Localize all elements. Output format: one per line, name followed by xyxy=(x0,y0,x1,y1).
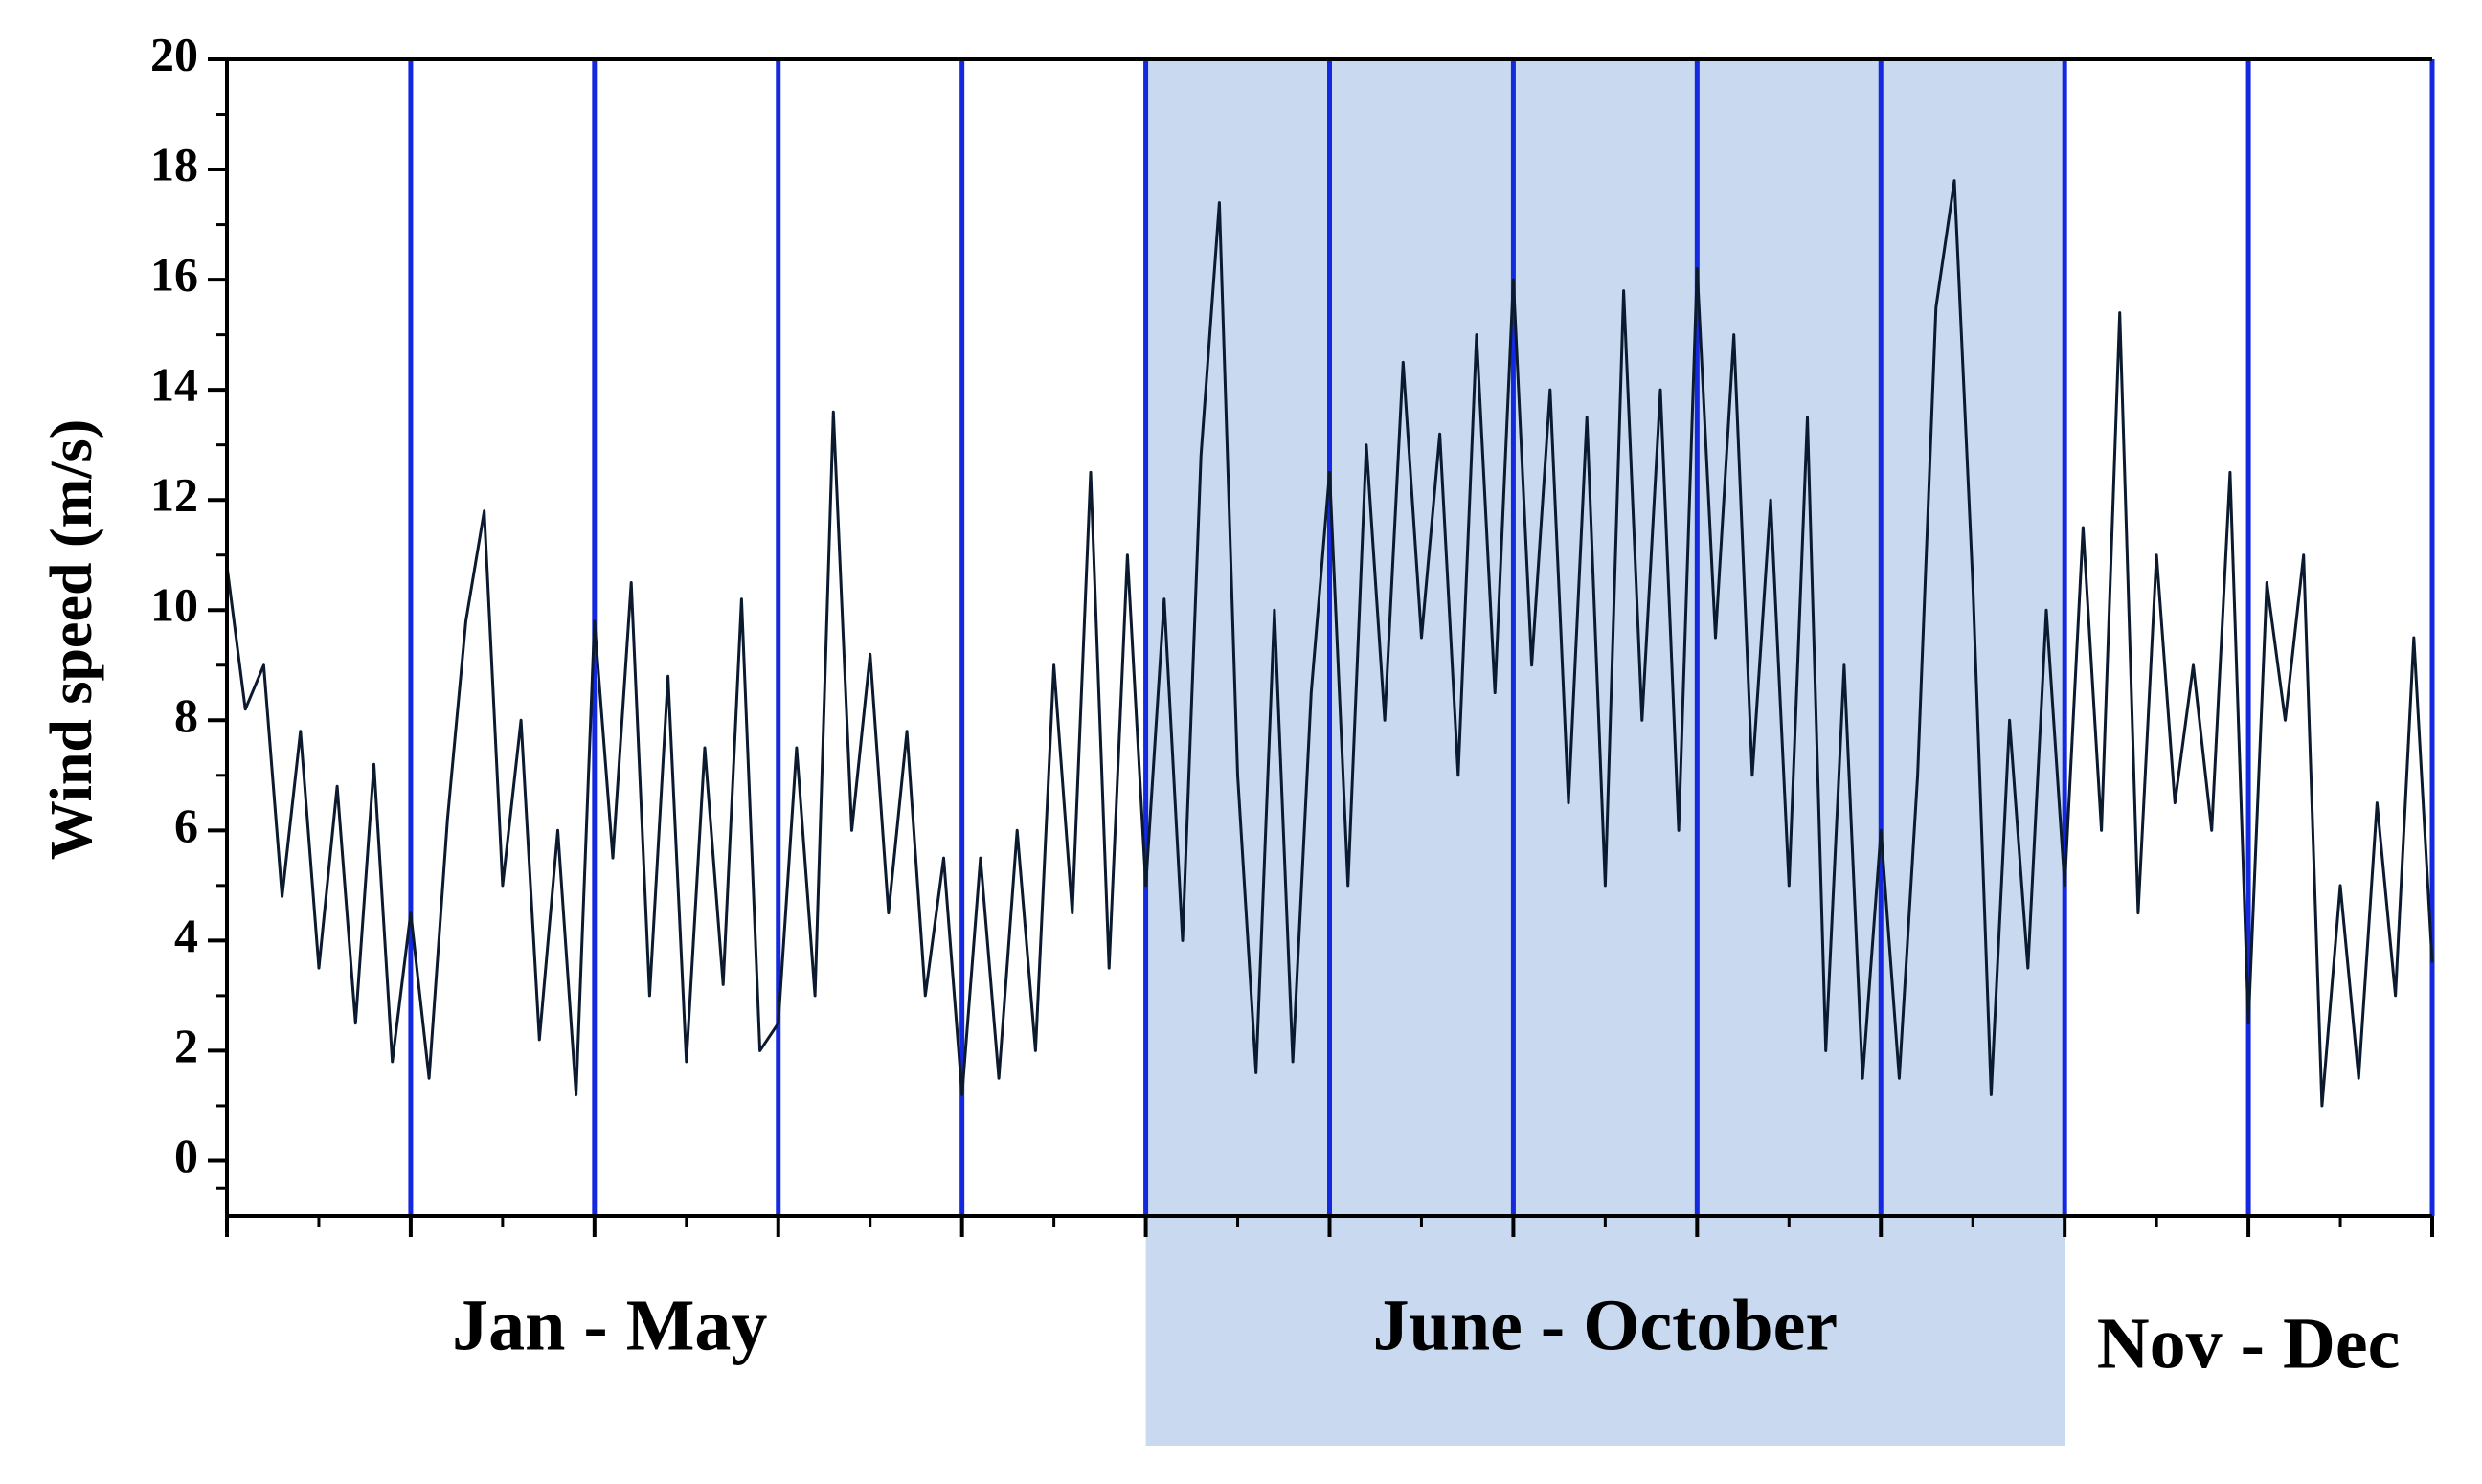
season-label: Nov - Dec xyxy=(2097,1303,2401,1383)
y-tick-label: 18 xyxy=(150,138,198,191)
y-tick-label: 6 xyxy=(174,798,198,852)
axes: 0 2 4 6 8 10 12 14 16 18 20 xyxy=(150,27,2434,1237)
y-tick-label: 12 xyxy=(150,468,198,522)
y-tick-label: 2 xyxy=(174,1019,198,1072)
season-label: June - October xyxy=(1373,1285,1838,1365)
plot-layer xyxy=(225,179,2434,1108)
y-tick-label: 4 xyxy=(174,909,198,962)
background-layer xyxy=(1145,59,2065,1446)
season-label: Jan - May xyxy=(452,1285,767,1365)
y-tick-label: 10 xyxy=(150,578,198,632)
season-shade xyxy=(1145,59,2065,1446)
month-lines xyxy=(408,59,2435,1216)
wind-speed-line xyxy=(225,179,2434,1108)
y-tick-label: 16 xyxy=(150,248,198,302)
y-axis-title: Wind speed (m/s) xyxy=(39,419,104,861)
y-tick-label: 0 xyxy=(174,1129,198,1182)
y-tick-label: 20 xyxy=(150,27,198,80)
y-tick-label: 8 xyxy=(174,688,198,742)
y-tick-label: 14 xyxy=(150,358,198,412)
